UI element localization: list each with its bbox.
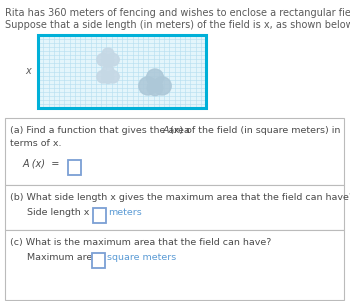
Text: (x) of the field (in square meters) in: (x) of the field (in square meters) in [167, 126, 340, 135]
Circle shape [103, 73, 113, 83]
Circle shape [103, 56, 113, 67]
Circle shape [97, 70, 109, 83]
Text: terms of x.: terms of x. [10, 139, 62, 148]
Circle shape [153, 77, 171, 95]
Circle shape [97, 53, 109, 66]
Text: Maximum area:: Maximum area: [27, 253, 101, 262]
Text: x: x [25, 66, 31, 76]
Text: (c) What is the maximum area that the field can have?: (c) What is the maximum area that the fi… [10, 238, 271, 247]
Bar [38, 35, 206, 108]
Text: Side length x :: Side length x : [27, 208, 96, 217]
Circle shape [102, 65, 114, 77]
Circle shape [139, 77, 157, 95]
Text: A (x)  =: A (x) = [23, 158, 60, 168]
Text: Rita has 360 meters of fencing and wishes to enclose a rectangular field.: Rita has 360 meters of fencing and wishe… [5, 8, 350, 18]
Text: square meters: square meters [107, 253, 176, 262]
Text: Suppose that a side length (in meters) of the field is x, as shown below.: Suppose that a side length (in meters) o… [5, 20, 350, 30]
Bar [93, 208, 106, 223]
Bar [92, 253, 105, 268]
Bar [5, 230, 344, 300]
Bar [5, 118, 344, 185]
Text: A: A [162, 126, 168, 135]
Bar [68, 160, 81, 175]
Circle shape [102, 48, 114, 60]
Bar [5, 185, 344, 230]
Bar [38, 35, 206, 108]
Text: meters: meters [108, 208, 142, 217]
Circle shape [107, 53, 119, 66]
Circle shape [107, 70, 119, 83]
Circle shape [147, 80, 163, 96]
Text: (b) What side length x gives the maximum area that the field can have?: (b) What side length x gives the maximum… [10, 193, 350, 202]
Circle shape [147, 69, 163, 86]
Text: (a) Find a function that gives the area: (a) Find a function that gives the area [10, 126, 193, 135]
